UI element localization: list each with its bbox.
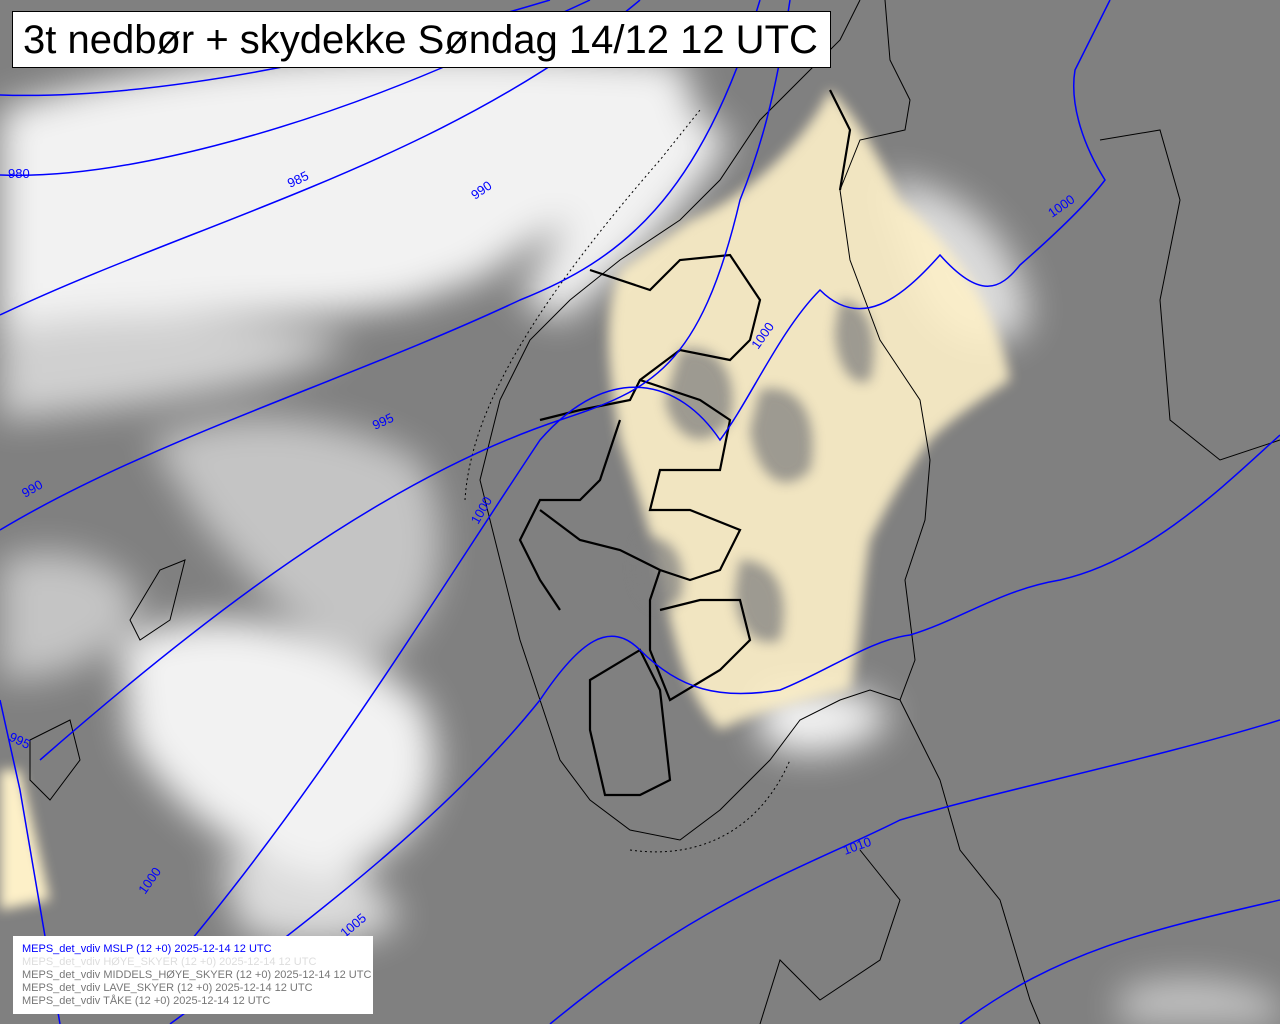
legend-item-high-clouds: MEPS_det_vdiv HØYE_SKYER (12 +0) 2025-12… <box>22 956 317 968</box>
cloud-cover <box>0 52 1280 1024</box>
legend-item-mslp: MEPS_det_vdiv MSLP (12 +0) 2025-12-14 12… <box>22 943 272 955</box>
legend-item-low-clouds: MEPS_det_vdiv LAVE_SKYER (12 +0) 2025-12… <box>22 982 313 994</box>
isobar-label: 980 <box>8 166 30 181</box>
legend-item-mid-clouds: MEPS_det_vdiv MIDDELS_HØYE_SKYER (12 +0)… <box>22 969 372 981</box>
legend-item-fog: MEPS_det_vdiv TÅKE (12 +0) 2025-12-14 12… <box>22 995 271 1007</box>
precipitation-areas <box>0 90 1010 910</box>
coastlines-borders <box>29 0 1280 1024</box>
precipitation-gaps <box>635 300 874 642</box>
map-title: 3t nedbør + skydekke Søndag 14/12 12 UTC <box>12 11 831 68</box>
legend: MEPS_det_vdiv MSLP (12 +0) 2025-12-14 12… <box>13 936 373 1014</box>
